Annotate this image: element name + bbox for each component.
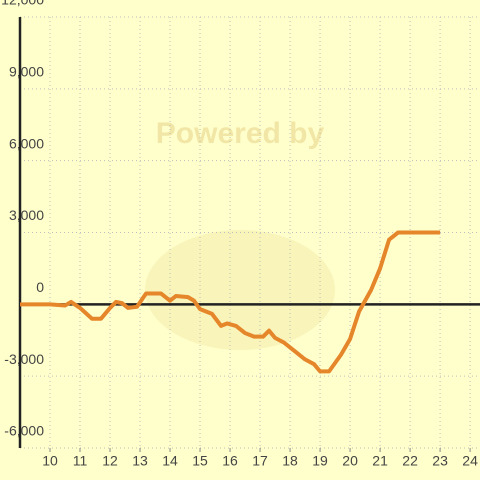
- watermark: Powered by: [156, 117, 325, 150]
- y-tick-label: 6,000: [9, 135, 44, 151]
- data-line: [20, 230, 441, 374]
- x-tick-label: 12: [102, 453, 118, 469]
- x-tick-label: 24: [462, 453, 478, 469]
- x-tick-label: 10: [42, 453, 58, 469]
- y-tick-label: -6,000: [4, 423, 44, 439]
- x-tick-label: 19: [312, 453, 328, 469]
- y-tick-label: 0: [36, 279, 44, 295]
- x-tick-label: 20: [342, 453, 358, 469]
- y-tick-label: 9,000: [9, 64, 44, 80]
- x-tick-label: 15: [192, 453, 208, 469]
- y-tick-label: -3,000: [4, 351, 44, 367]
- y-tick-label: 12,000: [1, 0, 44, 8]
- watermark-logo: [145, 230, 335, 350]
- x-tick-label: 16: [222, 453, 238, 469]
- x-tick-label: 11: [73, 453, 88, 469]
- x-tick-label: 18: [282, 453, 298, 469]
- y-tick-label: 3,000: [9, 207, 44, 223]
- x-tick-label: 13: [132, 453, 148, 469]
- x-tick-label: 23: [432, 453, 448, 469]
- x-tick-label: 17: [252, 453, 268, 469]
- x-tick-label: 22: [402, 453, 418, 469]
- x-tick-label: 21: [372, 453, 388, 469]
- x-tick-label: 14: [162, 453, 178, 469]
